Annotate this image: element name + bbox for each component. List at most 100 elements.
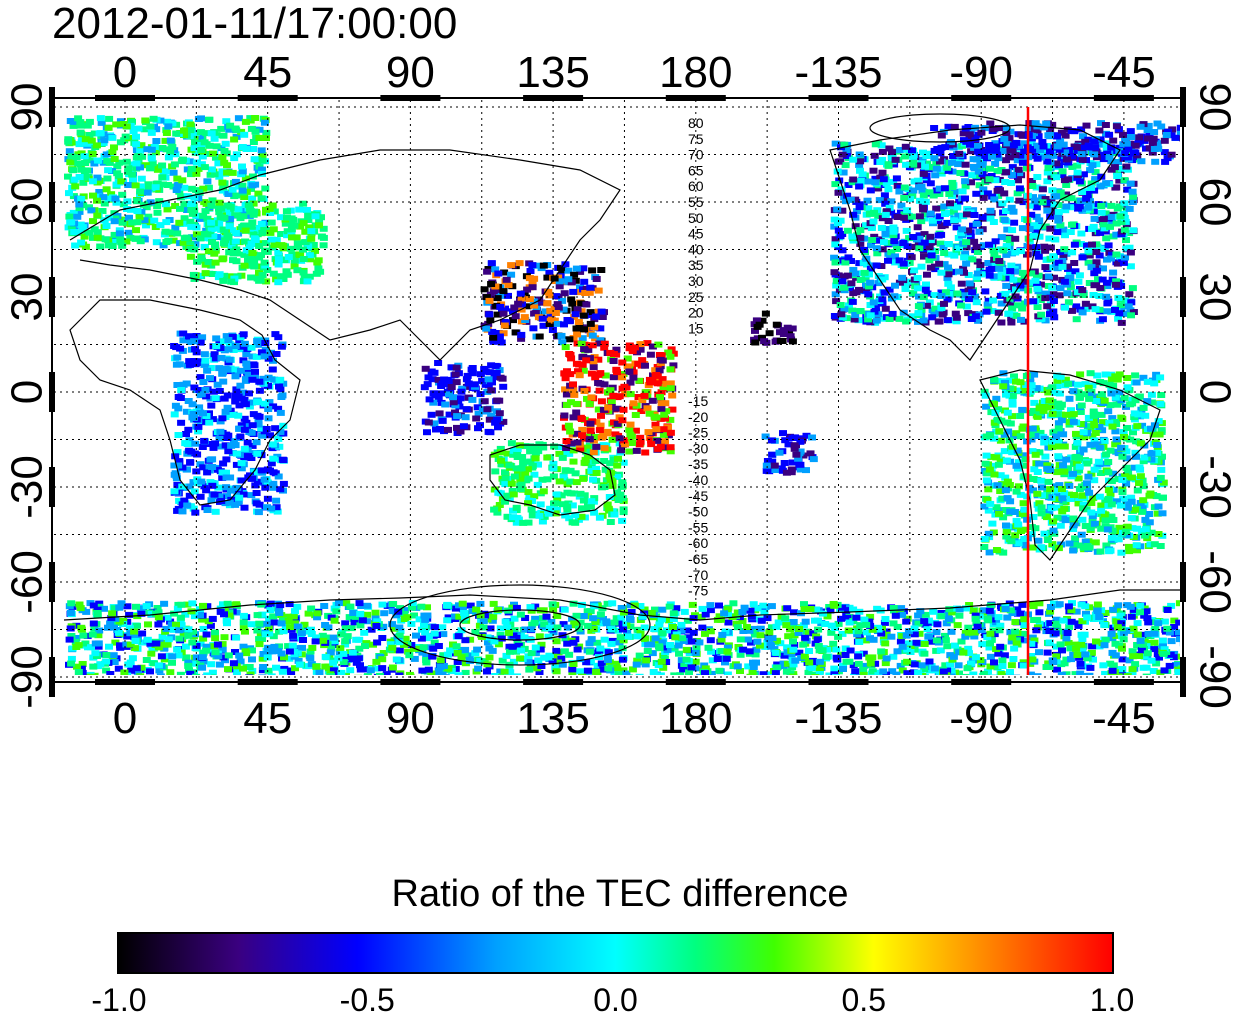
tec-pixel: [1026, 660, 1035, 667]
tec-pixel: [219, 601, 227, 608]
tec-pixel: [613, 420, 622, 427]
tec-pixel: [1081, 538, 1090, 545]
tec-pixel: [1116, 502, 1125, 509]
tec-pixel: [1058, 486, 1066, 492]
tec-pixel: [1086, 370, 1095, 377]
tec-pixel: [985, 272, 994, 279]
tec-pixel: [601, 466, 610, 473]
tec-pixel: [278, 456, 287, 463]
tec-pixel: [242, 247, 251, 254]
tec-pixel: [629, 400, 638, 407]
tec-pixel: [993, 187, 1002, 194]
tec-pixel: [509, 514, 518, 521]
tec-pixel: [514, 516, 523, 523]
tec-pixel: [418, 649, 427, 656]
tec-pixel: [1156, 543, 1165, 549]
tec-pixel: [221, 365, 230, 372]
tec-pixel: [483, 268, 492, 275]
tec-pixel: [555, 278, 564, 285]
tec-pixel: [961, 183, 970, 190]
tec-pixel: [180, 132, 188, 138]
tec-pixel: [1062, 671, 1071, 675]
tec-pixel: [191, 509, 200, 516]
tec-pixel: [268, 441, 277, 448]
tec-pixel: [563, 507, 572, 514]
tec-pixel: [232, 151, 241, 158]
tec-pixel: [236, 658, 245, 665]
tec-pixel: [607, 399, 616, 406]
tec-pixel: [1078, 309, 1087, 316]
tec-pixel: [1030, 197, 1039, 204]
tec-pixel: [1100, 438, 1109, 445]
tec-pixel: [1047, 505, 1056, 512]
tec-pixel: [535, 633, 544, 640]
tec-pixel: [558, 501, 567, 508]
tec-pixel: [498, 307, 506, 314]
tec-pixel: [1016, 248, 1025, 255]
tec-pixel: [1097, 141, 1106, 148]
tec-pixel: [970, 633, 979, 640]
tec-pixel: [1068, 249, 1077, 256]
tec-pixel: [234, 393, 243, 400]
tec-pixel: [954, 161, 963, 168]
tec-pixel: [466, 636, 475, 643]
tec-pixel: [122, 123, 131, 130]
tec-pixel: [848, 233, 857, 240]
tec-pixel: [227, 442, 236, 449]
tec-pixel: [1077, 402, 1086, 409]
tec-pixel: [838, 278, 847, 285]
tec-pixel: [134, 668, 142, 675]
tec-pixel: [1049, 518, 1058, 525]
tec-pixel: [1120, 214, 1129, 221]
tec-pixel: [1111, 373, 1120, 380]
tec-pixel: [501, 469, 509, 476]
tec-pixel: [1070, 541, 1079, 548]
tec-pixel: [513, 454, 522, 460]
tec-pixel: [1109, 624, 1118, 631]
tec-pixel: [1106, 223, 1114, 230]
tec-pixel: [496, 303, 505, 310]
tec-pixel: [1087, 388, 1096, 395]
tec-pixel: [937, 305, 946, 311]
tec-pixel: [952, 318, 961, 325]
tec-pixel: [938, 311, 947, 318]
tec-pixel: [613, 369, 621, 376]
tec-pixel: [136, 164, 144, 171]
tec-pixel: [185, 447, 194, 454]
tec-pixel: [93, 179, 102, 186]
tec-pixel: [487, 387, 496, 394]
tec-pixel: [494, 330, 503, 336]
tec-pixel: [1113, 401, 1122, 408]
tec-pixel: [202, 200, 211, 207]
tec-pixel: [1005, 437, 1014, 444]
tec-pixel: [1097, 203, 1106, 209]
tec-pixel: [231, 369, 240, 376]
tec-pixel: [476, 422, 484, 429]
tec-pixel: [94, 157, 102, 164]
tec-pixel: [258, 667, 267, 674]
tec-pixel: [988, 308, 997, 314]
tec-pixel: [1154, 503, 1163, 510]
tec-pixel: [248, 422, 257, 429]
tec-pixel: [1033, 174, 1042, 180]
tec-pixel: [601, 372, 610, 379]
tec-pixel: [203, 215, 212, 222]
tec-pixel: [261, 185, 270, 192]
tec-pixel: [930, 292, 939, 299]
tec-pixel: [250, 156, 259, 163]
tec-pixel: [123, 603, 132, 610]
tec-pixel: [164, 123, 173, 130]
tec-pixel: [129, 128, 138, 135]
tec-pixel: [497, 457, 505, 464]
tec-pixel: [495, 410, 504, 417]
tec-pixel: [252, 353, 261, 360]
tec-pixel: [586, 320, 595, 327]
tec-pixel: [980, 503, 989, 510]
tec-pixel: [1117, 319, 1126, 326]
tec-pixel: [248, 376, 257, 383]
tec-pixel: [577, 300, 586, 307]
tec-pixel: [614, 455, 622, 462]
tec-pixel: [648, 397, 657, 404]
tec-pixel: [75, 208, 84, 215]
tec-pixel: [644, 429, 653, 436]
